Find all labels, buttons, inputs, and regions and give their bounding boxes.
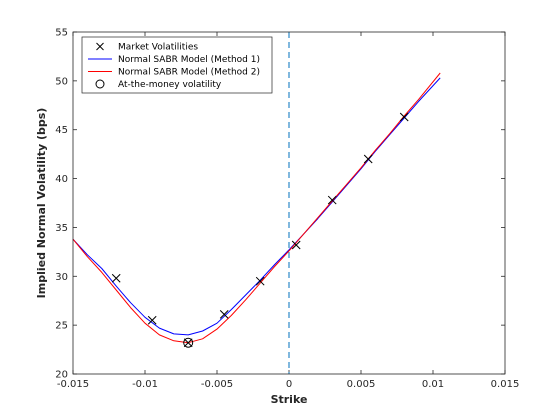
y-tick-label: 35 — [55, 223, 68, 234]
x-tick-label: -0.005 — [201, 379, 233, 390]
market-vol-point — [291, 240, 301, 250]
legend-box — [81, 36, 273, 94]
x-axis-label: Strike — [271, 393, 308, 406]
x-tick-label: 0.01 — [422, 379, 444, 390]
x-tick-label: -0.01 — [132, 379, 158, 390]
x-tick-label: 0 — [286, 379, 292, 390]
legend-label: At-the-money volatility — [118, 80, 222, 90]
legend-item: Market Volatilities — [96, 42, 198, 53]
legend: Market Volatilities Normal SABR Model (Me… — [81, 36, 273, 94]
model-curves — [72, 72, 441, 344]
market-vol-point — [219, 310, 229, 319]
market-vol-point — [255, 276, 265, 286]
legend-label: Normal SABR Model (Method 2) — [118, 68, 260, 78]
series-line-1 — [72, 77, 441, 336]
y-tick-label: 40 — [55, 174, 68, 185]
tick-labels: -0.015 -0.01 -0.005 0 0.005 0.01 0.015 20 25 30 35… — [55, 28, 519, 391]
x-tick-label: -0.015 — [57, 379, 89, 390]
legend-x-marker — [96, 42, 104, 51]
legend-label: Normal SABR Model (Method 1) — [118, 55, 260, 65]
market-vol-point — [111, 273, 121, 283]
market-vol-point — [363, 154, 373, 164]
y-tick-label: 20 — [55, 370, 68, 381]
legend-item: Normal SABR Model (Method 2) — [88, 68, 260, 78]
atm-vol-point — [183, 337, 194, 348]
market-vol-point — [399, 112, 409, 122]
axes-box — [72, 31, 506, 375]
y-tick-label: 30 — [55, 272, 68, 283]
y-tick-label: 45 — [55, 125, 68, 136]
legend-label: Market Volatilities — [118, 43, 198, 53]
x-tick-label: 0.015 — [491, 379, 520, 390]
legend-item: Normal SABR Model (Method 1) — [88, 55, 260, 65]
y-tick-label: 50 — [55, 76, 68, 87]
y-axis-label: Implied Normal Volatility (bps) — [35, 108, 48, 299]
x-tick-label: 0.005 — [347, 379, 376, 390]
legend-circle-marker — [95, 79, 105, 89]
y-tick-label: 55 — [55, 28, 68, 39]
series-line-2 — [72, 72, 441, 344]
legend-item: At-the-money volatility — [95, 79, 222, 90]
y-tick-label: 25 — [55, 321, 68, 332]
market-vol-point — [327, 195, 337, 205]
market-vol-point — [183, 338, 193, 348]
market-vol-point — [147, 315, 157, 325]
market-markers — [111, 112, 409, 348]
